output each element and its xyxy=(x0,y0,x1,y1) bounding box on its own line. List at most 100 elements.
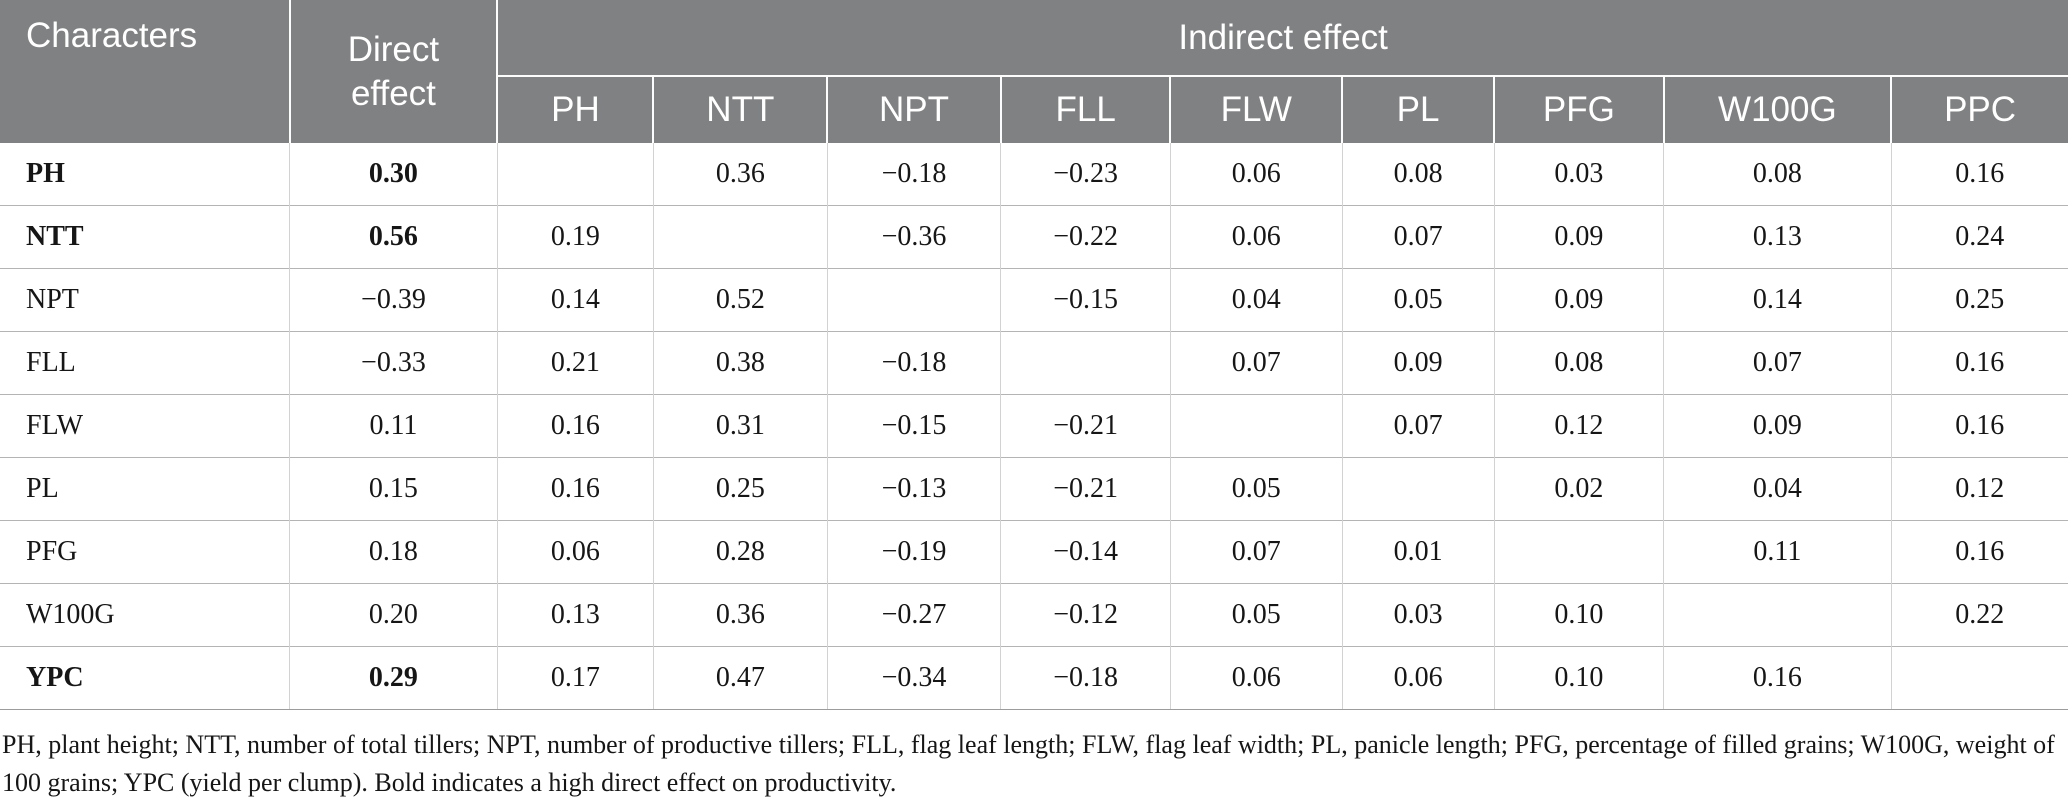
indirect-effect-value-flw: 0.05 xyxy=(1169,457,1343,521)
indirect-effect-value-npt: −0.27 xyxy=(826,583,1001,647)
column-header-fll: FLL xyxy=(999,76,1171,143)
table-footnote: PH, plant height; NTT, number of total t… xyxy=(2,730,2055,797)
indirect-effect-value-ppc: 0.12 xyxy=(1890,457,2068,521)
indirect-effect-value-ntt: 0.28 xyxy=(652,520,828,584)
indirect-effect-value-fll: −0.12 xyxy=(1000,583,1171,647)
indirect-effect-value-w100g: 0.16 xyxy=(1663,646,1892,710)
direct-effect-value: 0.30 xyxy=(289,143,498,206)
indirect-effect-value-w100g: 0.13 xyxy=(1663,205,1892,269)
indirect-effect-value-pfg: 0.10 xyxy=(1493,646,1664,710)
indirect-effect-value-npt xyxy=(826,268,1001,332)
indirect-effect-value-w100g: 0.08 xyxy=(1663,143,1892,206)
column-header-ppc: PPC xyxy=(1890,76,2068,143)
indirect-effect-value-fll: −0.21 xyxy=(1000,394,1171,458)
indirect-effect-value-npt: −0.18 xyxy=(826,143,1001,206)
indirect-effect-value-flw: 0.05 xyxy=(1169,583,1343,647)
indirect-effect-value-pl: 0.03 xyxy=(1341,583,1495,647)
table-row-ntt: NTT 0.56 0.19 −0.36 −0.22 0.06 0.07 0.09 0.13 0.2… xyxy=(0,205,2068,269)
indirect-effect-value-npt: −0.18 xyxy=(826,331,1001,395)
indirect-effect-value-w100g: 0.14 xyxy=(1663,268,1892,332)
row-label-pl: PL xyxy=(0,457,290,521)
indirect-effect-value-ntt xyxy=(652,205,828,269)
indirect-effect-value-ph: 0.06 xyxy=(496,520,654,584)
indirect-effect-value-fll: −0.21 xyxy=(1000,457,1171,521)
column-header-pfg: PFG xyxy=(1493,76,1664,143)
indirect-effect-value-pfg: 0.03 xyxy=(1493,143,1664,206)
row-label-w100g: W100G xyxy=(0,583,290,647)
table-row-pfg: PFG 0.18 0.06 0.28 −0.19 −0.14 0.07 0.01 0.11 0.1… xyxy=(0,520,2068,584)
indirect-effect-value-flw: 0.06 xyxy=(1169,205,1343,269)
row-label-ntt: NTT xyxy=(0,205,290,269)
indirect-effect-value-ntt: 0.47 xyxy=(652,646,828,710)
indirect-effect-value-w100g: 0.09 xyxy=(1663,394,1892,458)
table-row-ypc: YPC 0.29 0.17 0.47 −0.34 −0.18 0.06 0.06 0.10 0.1… xyxy=(0,646,2068,710)
indirect-effect-value-pfg: 0.02 xyxy=(1493,457,1664,521)
indirect-effect-value-pl: 0.07 xyxy=(1341,205,1495,269)
indirect-effect-value-pl: 0.05 xyxy=(1341,268,1495,332)
column-header-w100g: W100G xyxy=(1662,76,1892,143)
header-row-main: Characters Direct effect Indirect effect xyxy=(0,0,2068,143)
direct-effect-value: −0.33 xyxy=(289,331,498,395)
direct-effect-value: 0.56 xyxy=(289,205,498,269)
indirect-effect-value-ntt: 0.25 xyxy=(652,457,828,521)
indirect-effect-value-ph: 0.16 xyxy=(496,457,654,521)
row-label-ypc: YPC xyxy=(0,646,290,710)
table-header: Characters Direct effect Indirect effect… xyxy=(0,0,2068,143)
indirect-effect-value-flw: 0.06 xyxy=(1169,646,1343,710)
indirect-effect-value-npt: −0.13 xyxy=(826,457,1001,521)
column-header-characters: Characters xyxy=(0,0,290,143)
indirect-effect-value-npt: −0.15 xyxy=(826,394,1001,458)
indirect-effect-value-ppc xyxy=(1890,646,2068,710)
indirect-effect-value-npt: −0.19 xyxy=(826,520,1001,584)
column-header-direct-effect: Direct effect xyxy=(288,0,498,143)
row-label-ph: PH xyxy=(0,143,290,206)
indirect-effect-value-pl: 0.08 xyxy=(1341,143,1495,206)
column-header-npt: NPT xyxy=(826,76,1001,143)
indirect-effect-value-ph: 0.21 xyxy=(496,331,654,395)
indirect-effect-value-ppc: 0.16 xyxy=(1890,394,2068,458)
indirect-effect-value-ph: 0.16 xyxy=(496,394,654,458)
row-label-fll: FLL xyxy=(0,331,290,395)
direct-effect-value: 0.15 xyxy=(289,457,498,521)
indirect-effect-value-ntt: 0.36 xyxy=(652,583,828,647)
table-row-w100g: W100G 0.20 0.13 0.36 −0.27 −0.12 0.05 0.03 0.10 0… xyxy=(0,583,2068,647)
column-header-pl: PL xyxy=(1341,76,1495,143)
indirect-effect-value-pfg: 0.09 xyxy=(1493,205,1664,269)
indirect-effect-value-flw: 0.07 xyxy=(1169,331,1343,395)
indirect-effect-value-ppc: 0.22 xyxy=(1890,583,2068,647)
column-header-ph: PH xyxy=(496,76,654,143)
indirect-effect-value-ph: 0.19 xyxy=(496,205,654,269)
indirect-effect-value-flw: 0.07 xyxy=(1169,520,1343,584)
indirect-effect-value-pl: 0.07 xyxy=(1341,394,1495,458)
indirect-effect-value-npt: −0.34 xyxy=(826,646,1001,710)
column-header-indirect-effect: Indirect effect xyxy=(496,0,2068,77)
indirect-effect-value-ntt: 0.36 xyxy=(652,143,828,206)
column-header-flw: FLW xyxy=(1169,76,1343,143)
table-body: PH 0.30 0.36 −0.18 −0.23 0.06 0.08 0.03 0.08 0.16… xyxy=(0,143,2068,710)
indirect-effect-value-pl: 0.01 xyxy=(1341,520,1495,584)
indirect-effect-value-fll: −0.18 xyxy=(1000,646,1171,710)
indirect-effect-value-fll: −0.14 xyxy=(1000,520,1171,584)
indirect-effect-value-w100g: 0.11 xyxy=(1663,520,1892,584)
indirect-effect-value-pl: 0.09 xyxy=(1341,331,1495,395)
indirect-effect-value-ppc: 0.16 xyxy=(1890,331,2068,395)
table-row-pl: PL 0.15 0.16 0.25 −0.13 −0.21 0.05 0.02 0.04 0.12 xyxy=(0,457,2068,521)
indirect-effect-value-fll: −0.23 xyxy=(1000,143,1171,206)
table-row-flw: FLW 0.11 0.16 0.31 −0.15 −0.21 0.07 0.12 0.09 0.1… xyxy=(0,394,2068,458)
indirect-subheader-row: PH NTT NPT FLL FLW PL PFG W100G PPC xyxy=(0,76,2068,143)
indirect-effect-value-pl xyxy=(1341,457,1495,521)
indirect-effect-value-ppc: 0.25 xyxy=(1890,268,2068,332)
indirect-effect-value-fll: −0.22 xyxy=(1000,205,1171,269)
indirect-effect-value-pfg: 0.10 xyxy=(1493,583,1664,647)
direct-effect-value: 0.29 xyxy=(289,646,498,710)
indirect-effect-value-ph xyxy=(496,143,654,206)
indirect-effect-value-ppc: 0.24 xyxy=(1890,205,2068,269)
table-row-ph: PH 0.30 0.36 −0.18 −0.23 0.06 0.08 0.03 0.08 0.16 xyxy=(0,143,2068,206)
indirect-effect-value-pfg: 0.12 xyxy=(1493,394,1664,458)
indirect-effect-value-pfg: 0.09 xyxy=(1493,268,1664,332)
indirect-effect-value-w100g: 0.07 xyxy=(1663,331,1892,395)
indirect-effect-value-fll: −0.15 xyxy=(1000,268,1171,332)
indirect-effect-value-ntt: 0.52 xyxy=(652,268,828,332)
indirect-effect-value-ph: 0.13 xyxy=(496,583,654,647)
indirect-effect-value-flw: 0.04 xyxy=(1169,268,1343,332)
